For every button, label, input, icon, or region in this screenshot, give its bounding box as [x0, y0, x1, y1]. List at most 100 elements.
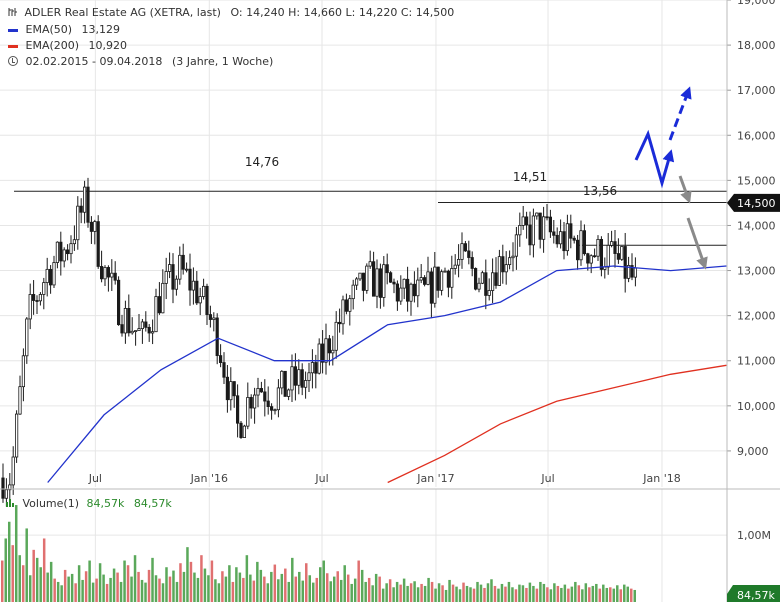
volume-bar — [553, 583, 556, 602]
volume-bar — [409, 583, 413, 602]
candle-body — [525, 216, 529, 226]
y-tick-label: 15,000 — [737, 174, 776, 187]
candle-body — [378, 268, 383, 298]
ema200-value: 10,920 — [88, 39, 128, 52]
volume-bar — [186, 547, 189, 602]
volume-bar — [144, 582, 147, 602]
candle-body — [38, 294, 43, 302]
volume-bar — [374, 573, 378, 602]
candle-body — [480, 272, 485, 284]
volume-bar — [151, 557, 154, 602]
candle-body — [110, 272, 114, 278]
candle-body — [127, 308, 131, 334]
candle-body — [154, 296, 158, 333]
volume-bar — [371, 585, 374, 602]
forecast-arrow-blue-dashed — [668, 86, 692, 141]
candle-body — [303, 380, 308, 388]
candle-body — [215, 317, 219, 357]
candle-body — [487, 290, 491, 296]
candle-body — [501, 256, 505, 273]
candle-body — [28, 294, 32, 320]
candle-body — [8, 484, 12, 491]
candle-body — [66, 249, 70, 255]
y-tick-label: 14,000 — [737, 219, 776, 232]
candle-body — [490, 272, 495, 291]
volume-bar — [399, 584, 402, 602]
volume-bar — [91, 582, 95, 602]
candle-body — [569, 223, 573, 239]
volume-bar — [357, 560, 360, 602]
volume-bar — [133, 555, 137, 602]
candle-body — [409, 283, 413, 302]
candle-body — [103, 267, 107, 280]
period-range: 02.02.2015 - 09.04.2018 — [25, 55, 163, 68]
forecast-arrow-grey-short — [678, 175, 692, 204]
candle-body — [565, 223, 570, 252]
volume-bar — [1, 560, 4, 602]
volume-bar — [486, 583, 490, 602]
volume-bar — [70, 573, 74, 602]
volume-bar — [14, 505, 18, 602]
volume-bar — [539, 581, 542, 602]
price-tag — [727, 193, 780, 212]
candle-body — [572, 237, 576, 241]
ema200-swatch — [8, 44, 18, 48]
x-tick-label: Jan '16 — [190, 472, 228, 485]
volume-bar — [182, 571, 186, 602]
volume-bar — [437, 583, 441, 602]
volume-bar — [434, 588, 437, 602]
instrument-name: ADLER Real Estate AG (XETRA, last) — [24, 6, 221, 19]
volume-bar — [395, 581, 399, 602]
volume-bar — [570, 586, 574, 602]
volume-bar — [35, 557, 39, 602]
candle-body — [259, 388, 264, 393]
candle-body — [579, 230, 583, 261]
candle-body — [344, 299, 349, 312]
candle-body — [280, 370, 284, 389]
candle-body — [368, 261, 372, 267]
candle-body — [205, 285, 209, 315]
volume-bar — [7, 521, 11, 602]
volume-bar — [217, 583, 221, 602]
volume-bar — [28, 575, 32, 602]
candle-body — [120, 324, 124, 334]
candle-body — [49, 268, 53, 286]
volume-bar — [549, 589, 553, 602]
volume-bar — [291, 557, 294, 602]
volume-bar — [154, 575, 158, 602]
volume-bar — [102, 574, 105, 602]
candle-body — [504, 264, 508, 273]
volume-bar — [581, 589, 584, 602]
volume-bar — [231, 581, 235, 602]
candle-body — [511, 255, 515, 259]
volume-bar — [500, 583, 504, 602]
volume-bar — [263, 576, 266, 602]
volume-value-2: 84,57k — [133, 497, 172, 510]
volume-bar — [259, 569, 263, 602]
volume-bar — [556, 585, 560, 602]
volume-bar — [207, 575, 210, 602]
candle-body — [514, 234, 519, 257]
candle-body — [14, 413, 19, 458]
clock-icon — [8, 56, 18, 66]
candle-body — [365, 265, 369, 291]
candle-body — [198, 296, 202, 304]
volume-bar — [343, 565, 346, 602]
candle-body — [354, 278, 359, 286]
candle-body — [167, 264, 172, 272]
candle-body — [195, 280, 199, 304]
candle-body — [225, 376, 229, 401]
volume-bar — [465, 585, 469, 602]
candle-body — [161, 282, 165, 314]
candle-body — [297, 369, 301, 386]
volume-bar — [423, 585, 427, 602]
volume-bar — [609, 587, 612, 602]
volume-bar — [451, 584, 455, 602]
price-tag-label: 14,500 — [737, 197, 776, 210]
volume-bar — [81, 579, 84, 602]
candle-body — [164, 271, 168, 284]
candle-body — [521, 216, 525, 226]
volume-legend: Volume(1) 84,57k 84,57k — [6, 497, 172, 510]
volume-bar — [242, 577, 245, 602]
volume-bar — [458, 589, 462, 602]
